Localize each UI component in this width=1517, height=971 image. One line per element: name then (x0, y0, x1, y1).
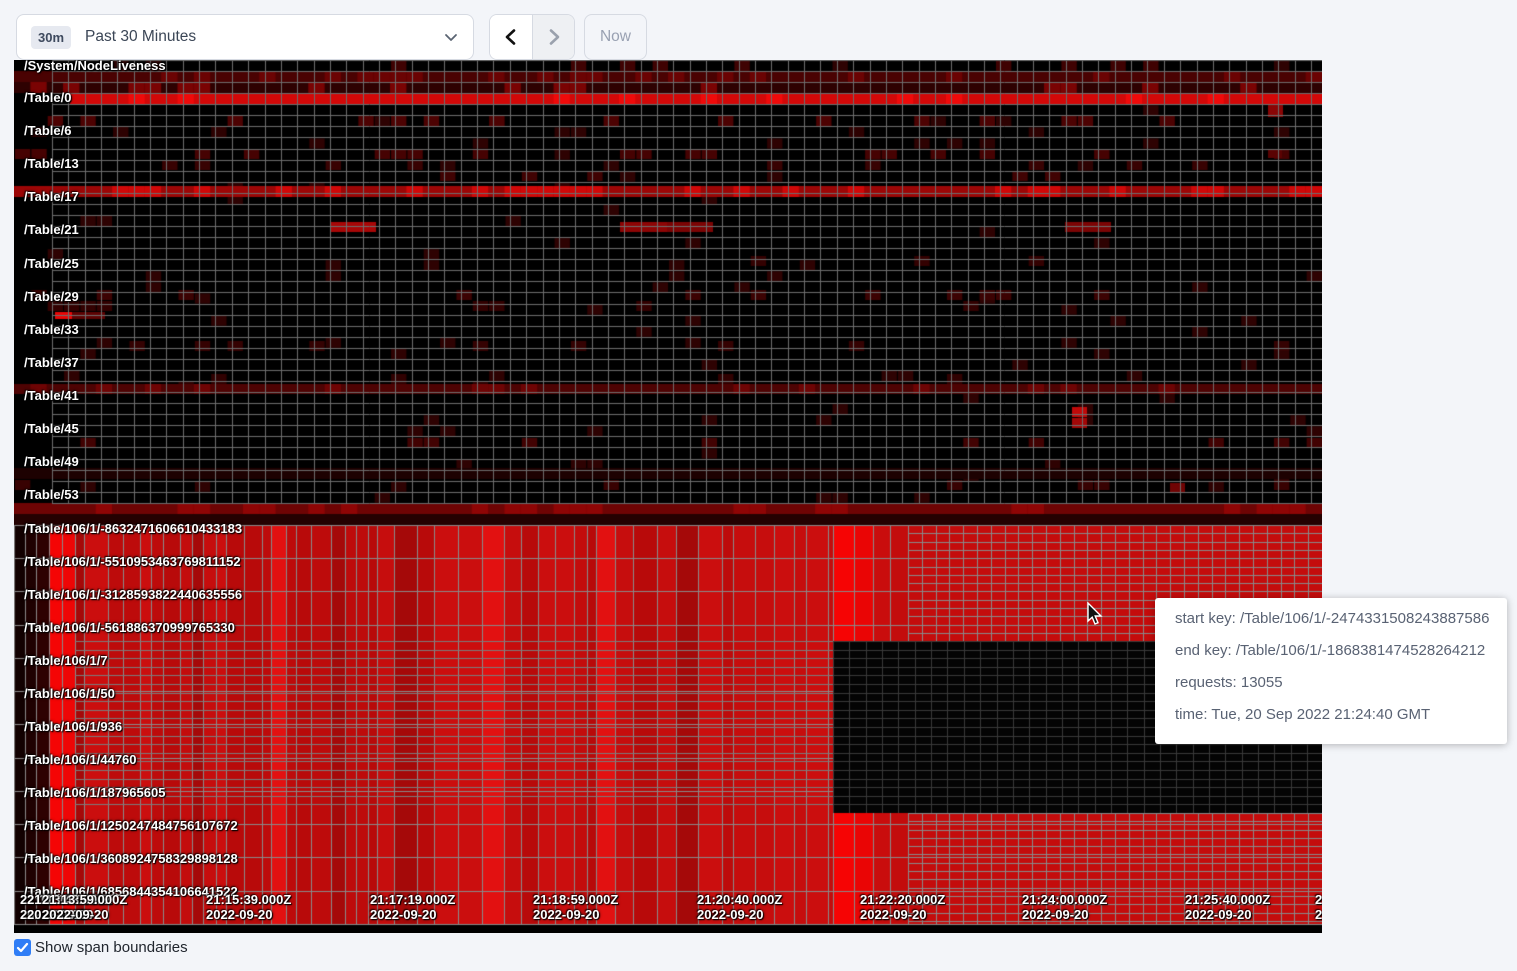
tooltip-requests: requests: 13055 (1175, 674, 1283, 691)
hover-tooltip: start key: /Table/106/1/-247433150824388… (1155, 598, 1507, 744)
key-visualizer-canvas[interactable] (14, 60, 1322, 933)
prev-time-button[interactable] (490, 15, 532, 59)
span-boundaries-row: Show span boundaries (14, 939, 188, 956)
time-range-label: Past 30 Minutes (85, 28, 197, 45)
time-nav-group (489, 14, 575, 60)
span-boundaries-checkbox[interactable] (14, 939, 31, 956)
time-range-dropdown[interactable]: 30m Past 30 Minutes (16, 14, 474, 60)
tooltip-start-key: start key: /Table/106/1/-247433150824388… (1175, 610, 1490, 627)
time-range-badge: 30m (31, 25, 72, 49)
now-button[interactable]: Now (584, 14, 647, 60)
check-icon (16, 942, 29, 953)
chevron-left-icon (505, 29, 516, 45)
chevron-down-icon (445, 34, 457, 41)
chevron-right-icon (549, 29, 559, 45)
key-visualizer: /System/NodeLiveness/Table/0/Table/6/Tab… (14, 60, 1322, 933)
span-boundaries-label: Show span boundaries (35, 939, 188, 956)
tooltip-end-key: end key: /Table/106/1/-18683814745282642… (1175, 642, 1486, 659)
toolbar: 30m Past 30 Minutes Now (0, 0, 1517, 60)
tooltip-time: time: Tue, 20 Sep 2022 21:24:40 GMT (1175, 706, 1431, 723)
next-time-button[interactable] (532, 15, 574, 59)
